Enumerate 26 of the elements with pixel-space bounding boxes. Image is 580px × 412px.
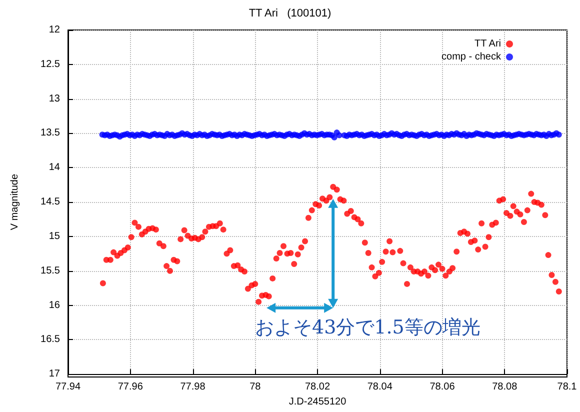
annotation: およそ43分で1.5等の増光 [255,316,480,338]
x-tick-label: 78.1 [557,382,578,393]
y-tick-label: 16.5 [40,334,60,346]
legend-label: TT Ari [474,38,501,50]
x-tick-label: 78 [250,382,262,393]
x-tick-label: 78.08 [492,382,518,393]
y-tick-label: 13.5 [40,128,60,139]
y-tick-label: 17 [48,368,60,380]
x-axis-title: J.D-2455120 [288,396,347,408]
x-tick-label: 77.98 [180,382,206,393]
x-tick-label: 77.96 [118,382,144,393]
y-tick-label: 14 [48,162,60,174]
y-tick-label: 15.5 [40,265,60,276]
y-tick-label: 13 [48,93,60,104]
y-tick-label: 16 [48,300,60,311]
legend-label: comp - check [442,52,502,62]
x-tick-label: 78.02 [304,382,330,393]
x-tick-label: 77.94 [55,382,81,393]
y-tick-label: 12 [48,24,60,36]
y-axis-title: V magnitude [10,174,20,230]
x-tick-label: 78.06 [430,382,456,393]
y-tick-label: 14.5 [40,196,60,208]
y-tick-label: 15 [48,230,60,242]
x-tick-label: 78.04 [367,382,393,393]
y-tick-label: 12.5 [40,58,60,70]
chart-title: TT Ari (100101) [248,8,332,20]
